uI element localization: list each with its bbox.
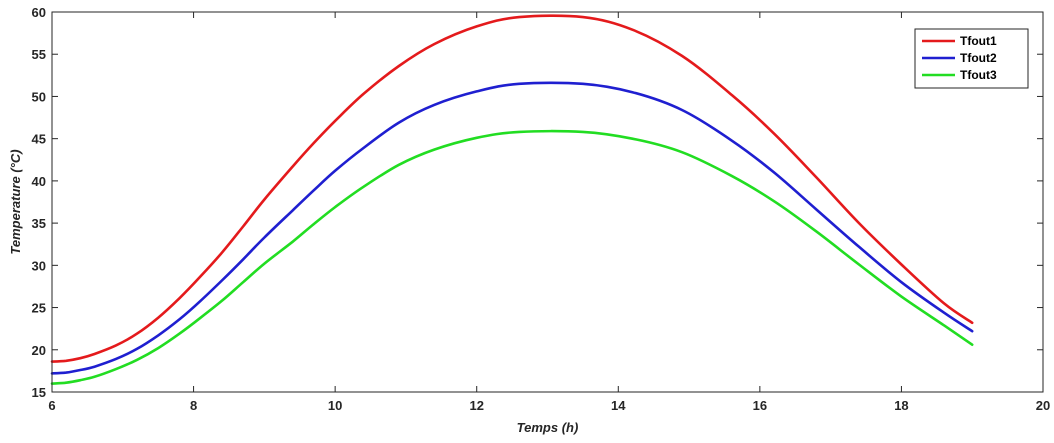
y-tick-label: 40 bbox=[32, 174, 46, 189]
x-tick-label: 16 bbox=[753, 398, 767, 413]
y-axis: 15 20 25 30 35 40 45 50 55 60 bbox=[32, 5, 1043, 400]
y-tick-label: 45 bbox=[32, 132, 46, 147]
x-axis-title: Temps (h) bbox=[517, 420, 579, 435]
legend-label-tfout1: Tfout1 bbox=[960, 34, 997, 48]
x-tick-label: 10 bbox=[328, 398, 342, 413]
y-tick-label: 60 bbox=[32, 5, 46, 20]
series-group bbox=[50, 14, 974, 385]
plot-frame bbox=[51, 11, 1044, 393]
x-tick-label: 14 bbox=[611, 398, 626, 413]
plot-area: 6 8 10 12 14 16 18 20 15 20 25 30 35 40 45 50 55 60 bbox=[32, 5, 1051, 413]
series-line-tfout1 bbox=[50, 14, 974, 363]
x-tick-label: 18 bbox=[894, 398, 908, 413]
y-tick-label: 25 bbox=[32, 301, 46, 316]
x-tick-label: 8 bbox=[190, 398, 197, 413]
x-tick-label: 20 bbox=[1036, 398, 1050, 413]
y-tick-label: 30 bbox=[32, 258, 46, 273]
x-tick-label: 6 bbox=[48, 398, 55, 413]
y-tick-label: 50 bbox=[32, 89, 46, 104]
x-tick-label: 12 bbox=[469, 398, 483, 413]
y-tick-label: 35 bbox=[32, 216, 46, 231]
x-axis: 6 8 10 12 14 16 18 20 bbox=[48, 12, 1050, 413]
y-tick-label: 20 bbox=[32, 343, 46, 358]
y-tick-label: 15 bbox=[32, 385, 46, 400]
y-tick-label: 55 bbox=[32, 47, 46, 62]
legend: Tfout1 Tfout2 Tfout3 bbox=[914, 28, 1029, 89]
y-axis-title: Temperature (°C) bbox=[8, 149, 23, 254]
series-line-tfout3 bbox=[50, 129, 974, 385]
legend-label-tfout3: Tfout3 bbox=[960, 68, 997, 82]
legend-label-tfout2: Tfout2 bbox=[960, 51, 997, 65]
plot-background bbox=[52, 12, 1043, 392]
series-line-tfout2 bbox=[50, 81, 974, 375]
